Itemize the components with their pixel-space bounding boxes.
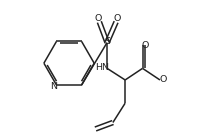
Text: S: S bbox=[104, 37, 110, 46]
Text: O: O bbox=[94, 14, 102, 23]
Text: N: N bbox=[50, 82, 57, 91]
Text: O: O bbox=[159, 75, 167, 84]
Text: HN: HN bbox=[95, 63, 109, 72]
Text: O: O bbox=[142, 41, 149, 50]
Text: O: O bbox=[114, 14, 121, 23]
